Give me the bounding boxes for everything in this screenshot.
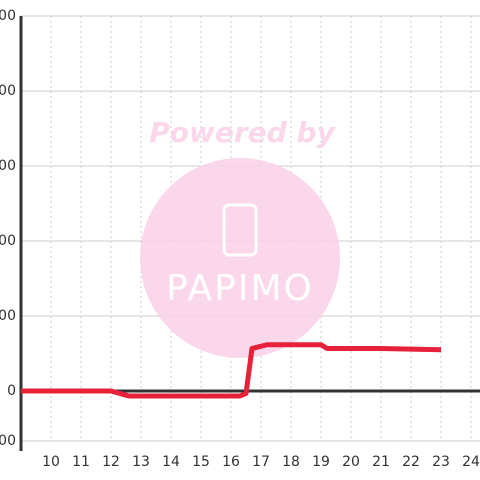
data-line xyxy=(21,342,442,399)
x-tick-label: 19 xyxy=(312,454,330,470)
x-tick-label: 21 xyxy=(372,454,390,470)
watermark-icon xyxy=(222,203,258,257)
y-tick-label: 120,000 xyxy=(0,83,16,99)
watermark: Powered by PAPIMO xyxy=(140,116,340,358)
watermark-circle xyxy=(140,158,340,358)
watermark-text: PAPIMO xyxy=(166,268,314,309)
x-tick-label: 14 xyxy=(162,454,180,470)
y-tick-label: 60,000 xyxy=(0,233,16,249)
y-tick-label: 0 xyxy=(7,383,16,399)
x-tick-label: 20 xyxy=(342,454,360,470)
x-tick-label: 24 xyxy=(462,454,480,470)
x-tick-label: 12 xyxy=(102,454,120,470)
x-tick-label: 10 xyxy=(42,454,60,470)
x-tick-label: 17 xyxy=(252,454,270,470)
y-tick-label: 90,000 xyxy=(0,158,16,174)
x-tick-label: 18 xyxy=(282,454,300,470)
y-tick-label: 30,000 xyxy=(0,308,16,324)
y-tick-label: 150,000 xyxy=(0,8,16,24)
x-tick-label: 23 xyxy=(432,454,450,470)
y-tick-label: -20,000 xyxy=(0,433,16,449)
x-tick-label: 11 xyxy=(72,454,90,470)
x-tick-label: 22 xyxy=(402,454,420,470)
x-tick-label: 13 xyxy=(132,454,150,470)
watermark-text: Powered by xyxy=(149,116,336,149)
x-tick-label: 15 xyxy=(192,454,210,470)
x-tick-label: 16 xyxy=(222,454,240,470)
